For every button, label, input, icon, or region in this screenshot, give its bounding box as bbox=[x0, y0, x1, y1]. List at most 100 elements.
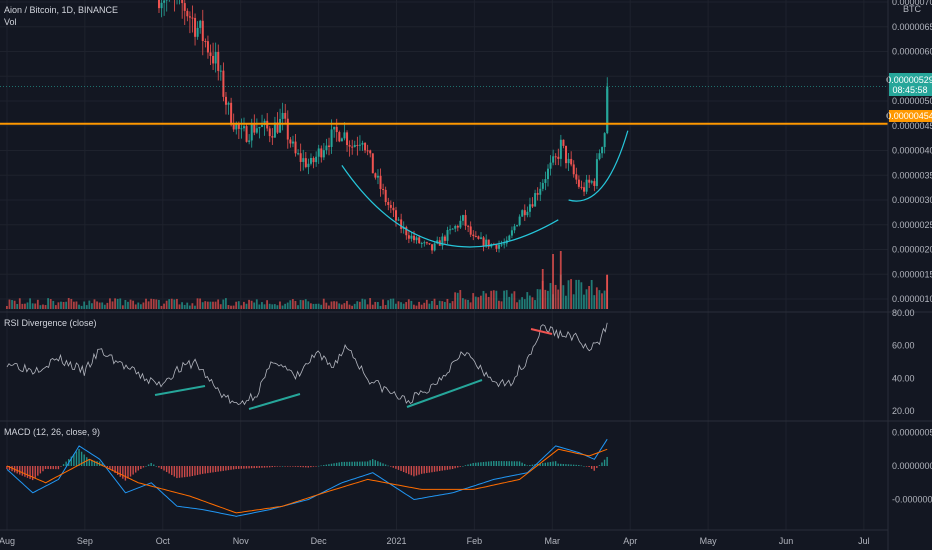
macd-title[interactable]: MACD (12, 26, close, 9) bbox=[4, 427, 100, 437]
rsi-title[interactable]: RSI Divergence (close) bbox=[4, 318, 97, 328]
volume-bar bbox=[39, 305, 42, 309]
volume-bar bbox=[523, 299, 526, 309]
macd-tick-label: 0.00000000 bbox=[892, 461, 932, 471]
price-pane[interactable] bbox=[0, 0, 888, 309]
volume-bar bbox=[492, 290, 495, 309]
volume-bar bbox=[338, 303, 341, 309]
candle-body bbox=[335, 126, 338, 133]
macd-hist-bar bbox=[86, 457, 88, 466]
handle-curve-drawing[interactable] bbox=[568, 130, 629, 202]
macd-hist-bar bbox=[493, 460, 495, 466]
candle-body bbox=[454, 225, 457, 229]
macd-axis: 0.00000050 0.00000000 -0.00000050 bbox=[892, 428, 932, 505]
volume-bar bbox=[139, 304, 142, 309]
macd-hist-bar bbox=[238, 466, 240, 469]
candle-body bbox=[217, 52, 220, 71]
volume-bar bbox=[459, 290, 462, 309]
macd-hist-bar bbox=[274, 466, 276, 467]
candle-body bbox=[595, 159, 598, 186]
volume-bar bbox=[554, 284, 557, 309]
bull-divergence-3 bbox=[406, 379, 483, 408]
volume-bar bbox=[595, 287, 598, 309]
volume-bar bbox=[253, 302, 256, 309]
macd-hist-bar bbox=[428, 466, 431, 473]
volume-bar bbox=[209, 301, 212, 309]
volume-bar bbox=[474, 296, 477, 309]
candle-body bbox=[415, 237, 418, 241]
volume-bar bbox=[93, 299, 96, 309]
volume-bar bbox=[31, 303, 34, 309]
price-axis[interactable]: BTC 0.00000700 0.00000650 0.00000600 0.0000… bbox=[886, 0, 932, 304]
candle-body bbox=[364, 142, 367, 151]
candle-body bbox=[394, 210, 397, 221]
countdown-value: 08:45:58 bbox=[892, 85, 927, 95]
volume-bar bbox=[423, 302, 426, 309]
macd-hist-bar bbox=[132, 466, 134, 475]
macd-hist-bar bbox=[467, 464, 469, 466]
volume-bar bbox=[240, 305, 243, 309]
price-tick-label: 0.00000350 bbox=[892, 170, 932, 180]
macd-hist-bar bbox=[436, 466, 438, 472]
macd-hist-bar bbox=[575, 464, 577, 466]
volume-bar bbox=[206, 301, 209, 309]
macd-hist-bar bbox=[405, 466, 407, 474]
volume-bar bbox=[114, 298, 116, 309]
volume-bar bbox=[188, 305, 191, 309]
candle-body bbox=[585, 179, 588, 192]
macd-hist-bar bbox=[475, 462, 477, 466]
macd-hist-bar bbox=[137, 466, 139, 471]
volume-bar bbox=[34, 303, 37, 309]
rsi-tick-label: 20.00 bbox=[892, 406, 915, 416]
volume-bar bbox=[214, 301, 217, 309]
macd-hist-bar bbox=[557, 463, 559, 466]
candle-body bbox=[541, 182, 544, 189]
candle-body bbox=[299, 153, 302, 162]
macd-hist-bar bbox=[325, 464, 328, 466]
volume-bar bbox=[320, 304, 323, 309]
candle-body bbox=[539, 188, 542, 195]
macd-hist-bar bbox=[441, 466, 443, 471]
time-axis-label: Jun bbox=[779, 536, 794, 546]
candle-body bbox=[181, 0, 184, 4]
macd-hist-bar bbox=[140, 466, 142, 470]
candle-body bbox=[281, 112, 284, 119]
macd-pane[interactable]: MACD (12, 26, close, 9) 0.000000500.0000… bbox=[4, 427, 932, 517]
candle-body bbox=[503, 243, 506, 245]
macd-hist-bar bbox=[348, 461, 351, 466]
candle-body bbox=[606, 86, 609, 131]
time-axis-label: May bbox=[700, 536, 718, 546]
volume-bar bbox=[518, 299, 521, 309]
volume-bar bbox=[284, 303, 287, 309]
cup-curve-drawing[interactable] bbox=[341, 165, 559, 248]
macd-hist-bar bbox=[565, 464, 567, 466]
volume-bar bbox=[482, 290, 485, 309]
candle-body bbox=[194, 17, 197, 37]
price-tick-label: 0.00000500 bbox=[892, 96, 932, 106]
volume-bar bbox=[263, 304, 266, 309]
macd-hist-bar bbox=[191, 466, 194, 477]
time-axis[interactable]: Aug Sep Oct Nov Dec 2021 Feb Mar Apr May Jun Jul bbox=[0, 536, 870, 546]
candle-body bbox=[405, 227, 408, 236]
macd-hist-bar bbox=[333, 463, 335, 466]
volume-bar bbox=[317, 303, 320, 309]
candle-body bbox=[528, 204, 531, 212]
volume-bar bbox=[325, 302, 328, 309]
candle-body bbox=[410, 235, 413, 239]
symbol-title[interactable]: Aion / Bitcoin, 1D, BINANCE bbox=[4, 5, 118, 15]
rsi-pane[interactable]: RSI Divergence (close) 80.00 60.00 40.00 20… bbox=[4, 308, 915, 416]
volume-bar bbox=[44, 305, 47, 309]
volume-bar bbox=[276, 305, 279, 309]
volume-bar bbox=[449, 303, 451, 309]
volume-bar bbox=[170, 298, 173, 309]
volume-bar bbox=[392, 298, 395, 309]
macd-hist-bar bbox=[70, 456, 73, 466]
macd-hist-bar bbox=[183, 466, 186, 478]
macd-hist-bar bbox=[369, 460, 371, 466]
macd-hist-bar bbox=[93, 460, 96, 466]
volume-bar bbox=[534, 300, 536, 309]
volume-bar bbox=[16, 303, 19, 309]
macd-hist-bar bbox=[578, 464, 580, 466]
candle-body bbox=[343, 132, 346, 139]
volume-bar bbox=[371, 304, 374, 309]
